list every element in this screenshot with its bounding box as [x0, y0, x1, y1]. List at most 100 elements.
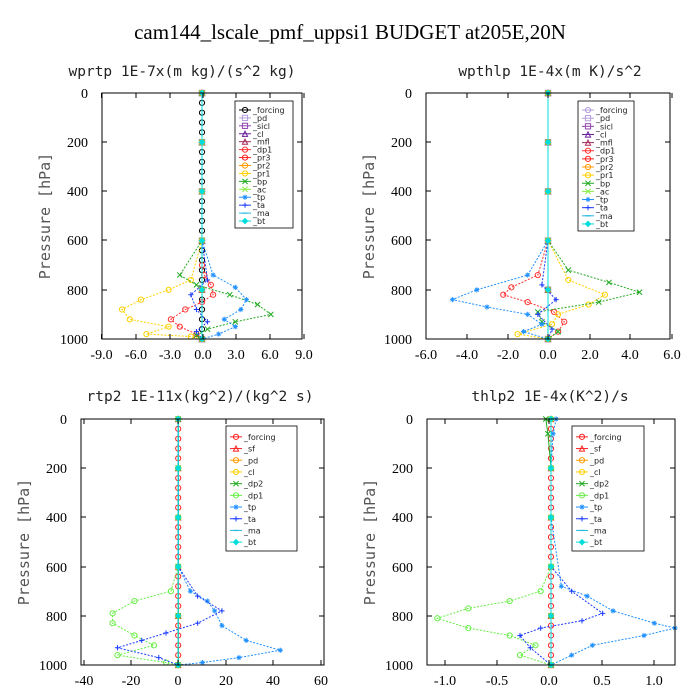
legend-marker [232, 433, 240, 440]
data-point-tp [219, 623, 225, 629]
panel-title: wprtp 1E-7x(m kg)/(s^2 kg) [69, 64, 296, 80]
data-point-bt [174, 612, 182, 620]
legend-marker [241, 146, 249, 153]
data-point-bp [176, 272, 183, 278]
legend-marker [579, 480, 585, 487]
y-tick-label: 600 [391, 234, 412, 249]
y-tick-label: 1000 [385, 659, 413, 674]
legend-label: _pr2 [252, 162, 270, 171]
legend-label: _pr3 [595, 155, 613, 164]
legend-label: _bt [252, 217, 265, 226]
legend-label: _sicl [595, 122, 613, 131]
legend-marker [578, 444, 586, 452]
legend-marker [232, 492, 240, 499]
legend-marker [584, 220, 592, 228]
legend-label: _forcing [589, 433, 622, 442]
legend-marker [241, 170, 249, 177]
legend: _forcing_pd_sicl_cl_mfl_dp1_pr3_pr2_pr1_… [234, 100, 294, 229]
legend-label: _ta [595, 204, 608, 213]
data-point-pr1 [601, 291, 609, 298]
data-point-tp [187, 588, 193, 594]
data-point-tp [539, 321, 545, 327]
y-tick-label: 200 [67, 136, 88, 151]
series-group [434, 415, 678, 669]
legend-label: _ma [589, 526, 607, 535]
data-point-dp1 [508, 284, 515, 291]
legend-marker [233, 516, 239, 522]
legend-label: _mfl [595, 139, 613, 148]
data-point-dp1 [114, 652, 121, 659]
legend-marker [585, 188, 591, 195]
x-tick-label: 2.0 [581, 348, 599, 363]
data-point-pr1 [565, 276, 572, 284]
data-point-pr1 [126, 316, 133, 323]
legend-marker [579, 504, 585, 510]
data-point-ta [163, 630, 169, 636]
legend-marker [241, 106, 249, 114]
data-point-ta [579, 618, 585, 624]
series-group [109, 415, 283, 669]
legend: _forcing _sf _pd _cl _dp2 _dp1 _tp _ta _ma _bt [225, 425, 298, 552]
data-point-bt [547, 514, 555, 521]
series-line-dp1 [435, 419, 552, 666]
legend-marker [241, 114, 249, 122]
data-point-ta [527, 645, 533, 651]
y-tick-label: 0 [406, 413, 413, 428]
data-point-pr1 [143, 330, 150, 338]
legend-label: _ta [243, 515, 256, 524]
legend-label: _cl [589, 468, 601, 477]
data-point-tp [243, 297, 250, 303]
data-point-dp2 [544, 430, 551, 437]
panel-2: wpthlp 1E-4x(m K)/s^2 Pressure [hPa] -6.0 -… [360, 64, 681, 363]
legend-label: _bt [243, 538, 256, 547]
data-point-dp1 [561, 318, 568, 325]
x-tick-label: 0 [175, 674, 182, 689]
legend-label: _dp2 [589, 480, 609, 489]
panel-title: wpthlp 1E-4x(m K)/s^2 [458, 64, 641, 80]
data-point-ta [139, 637, 145, 643]
legend-marker [584, 147, 592, 154]
legend-marker [585, 205, 591, 211]
legend-marker [585, 180, 591, 187]
legend-label: _forcing [595, 106, 628, 115]
data-point-dp1 [506, 632, 513, 639]
data-point-bp [565, 267, 572, 274]
data-point-bp [193, 281, 200, 288]
data-point-ta [517, 632, 523, 639]
series-line-ta [115, 419, 223, 666]
data-point-ta [600, 610, 606, 616]
data-point-pr1 [555, 311, 562, 318]
panels: wprtp 1E-7x(m kg)/(s^2 kg) Pressure [hPa]… [15, 64, 681, 689]
legend-label: _cl [252, 130, 264, 139]
data-point-dp1 [167, 316, 174, 323]
legend-label: _ma [252, 209, 270, 218]
y-tick-label: 200 [46, 462, 67, 477]
legend-label: _pd [252, 114, 267, 123]
data-point-bt [544, 188, 552, 195]
legend-marker [584, 172, 592, 179]
x-tick-label: 4.0 [621, 348, 639, 363]
x-tick-label: -2.0 [497, 348, 519, 363]
data-point-pr1 [514, 330, 521, 338]
data-point-tp [212, 608, 218, 614]
legend-label: _tp [252, 193, 265, 202]
y-tick-label: 0 [60, 413, 67, 428]
data-point-dp1 [500, 291, 507, 298]
x-tick-label: -1.0 [434, 674, 456, 689]
y-tick-label: 800 [46, 610, 67, 625]
panel-title: rtp2 1E-11x(kg^2)/(kg^2 s) [87, 389, 314, 405]
y-axis-label: Pressure [hPa] [15, 479, 33, 605]
y-tick-label: 1000 [384, 333, 412, 348]
legend-marker [584, 106, 592, 114]
panel-1: wprtp 1E-7x(m kg)/(s^2 kg) Pressure [hPa]… [36, 64, 313, 363]
legend-marker [232, 444, 240, 452]
y-tick-label: 200 [392, 462, 413, 477]
data-point-bt [544, 286, 552, 294]
data-point-ta [114, 645, 121, 651]
series-line-dp1 [170, 93, 214, 340]
x-tick-label: 0.0 [539, 348, 557, 363]
legend-label: _pd [595, 114, 610, 123]
x-tick-label: -6.0 [125, 348, 147, 363]
y-tick-label: 1000 [60, 333, 88, 348]
